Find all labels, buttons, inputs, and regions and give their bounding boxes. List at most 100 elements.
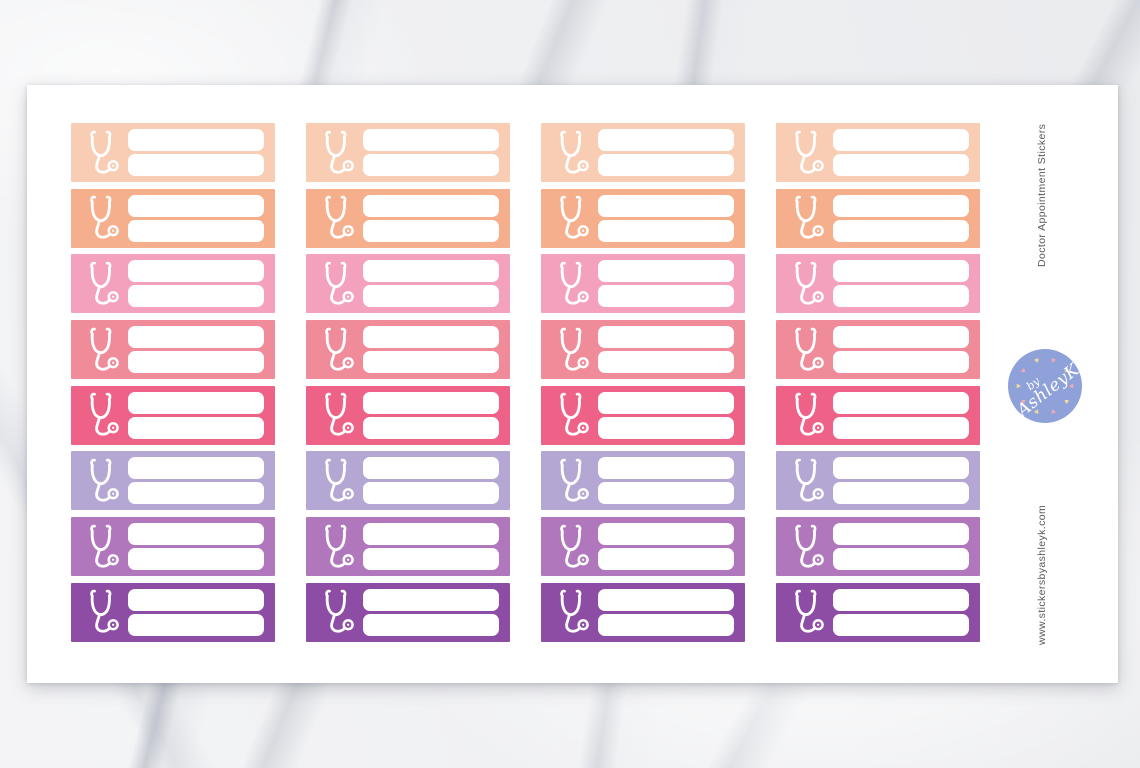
writing-line bbox=[128, 588, 264, 611]
writing-line bbox=[128, 260, 264, 283]
writing-line bbox=[833, 416, 969, 439]
writing-line bbox=[833, 194, 969, 217]
stethoscope-icon bbox=[795, 590, 824, 633]
writing-line bbox=[363, 482, 499, 505]
writing-line bbox=[598, 457, 734, 480]
writing-line bbox=[363, 326, 499, 349]
writing-line bbox=[128, 129, 264, 151]
writing-line bbox=[128, 154, 264, 176]
stethoscope-icon bbox=[325, 261, 354, 305]
writing-line bbox=[363, 129, 499, 151]
writing-line bbox=[833, 260, 969, 283]
heart-icon: ♥ bbox=[1061, 397, 1072, 407]
writing-line bbox=[833, 154, 969, 176]
heart-icon: ♥ bbox=[1018, 365, 1029, 375]
writing-lines bbox=[833, 523, 969, 571]
sticker-lavender-col2 bbox=[306, 451, 510, 511]
sticker-salmon-col3 bbox=[541, 320, 745, 380]
stethoscope-icon bbox=[795, 327, 824, 371]
stethoscope-icon bbox=[795, 392, 824, 436]
writing-line bbox=[833, 482, 969, 505]
writing-lines bbox=[833, 129, 969, 176]
writing-lines bbox=[598, 129, 734, 176]
sticker-peach-col3 bbox=[541, 188, 745, 248]
sticker-sheet: Doctor Appointment Stickers www.stickers… bbox=[27, 85, 1118, 683]
stethoscope-icon bbox=[795, 524, 824, 568]
sticker-salmon-col2 bbox=[306, 320, 510, 380]
writing-lines bbox=[833, 260, 969, 308]
sticker-orchid-col1 bbox=[71, 517, 275, 577]
website-url-vertical: www.stickersbyashleyk.com bbox=[1036, 504, 1048, 645]
stethoscope-icon bbox=[795, 458, 824, 502]
writing-lines bbox=[128, 391, 264, 439]
sticker-light-peach-col2 bbox=[306, 123, 510, 182]
writing-lines bbox=[833, 391, 969, 439]
writing-line bbox=[363, 613, 499, 636]
writing-line bbox=[598, 194, 734, 217]
stethoscope-icon bbox=[325, 195, 354, 239]
stethoscope-icon bbox=[90, 590, 119, 633]
stethoscope-icon bbox=[90, 261, 119, 305]
sticker-raspberry-col2 bbox=[306, 385, 510, 445]
stethoscope-icon bbox=[795, 261, 824, 305]
stethoscope-icon bbox=[560, 195, 589, 239]
writing-lines bbox=[128, 194, 264, 242]
sticker-light-peach-col1 bbox=[71, 123, 275, 182]
writing-line bbox=[128, 523, 264, 546]
writing-lines bbox=[363, 588, 499, 636]
writing-lines bbox=[598, 588, 734, 636]
writing-line bbox=[128, 457, 264, 480]
heart-icon: ♥ bbox=[1049, 406, 1057, 417]
writing-lines bbox=[598, 260, 734, 308]
writing-line bbox=[598, 416, 734, 439]
sticker-pink-col4 bbox=[776, 254, 980, 314]
stethoscope-icon bbox=[325, 392, 354, 436]
writing-line bbox=[598, 154, 734, 176]
writing-line bbox=[363, 285, 499, 308]
stethoscope-icon bbox=[90, 130, 119, 174]
sticker-salmon-col4 bbox=[776, 320, 980, 380]
writing-lines bbox=[833, 457, 969, 505]
writing-line bbox=[363, 548, 499, 571]
writing-lines bbox=[128, 588, 264, 636]
writing-line bbox=[128, 326, 264, 349]
writing-lines bbox=[128, 457, 264, 505]
writing-lines bbox=[363, 391, 499, 439]
writing-line bbox=[833, 219, 969, 242]
sticker-raspberry-col4 bbox=[776, 385, 980, 445]
sticker-pink-col2 bbox=[306, 254, 510, 314]
stethoscope-icon bbox=[90, 392, 119, 436]
stethoscope-icon bbox=[90, 195, 119, 239]
writing-line bbox=[128, 416, 264, 439]
writing-lines bbox=[833, 588, 969, 636]
brand-logo-badge: ♥ ♥ ♥ ♥ ♥ ♥ ♥ ♥ ♥ ♥ by AshleyK bbox=[1008, 349, 1083, 423]
writing-line bbox=[128, 194, 264, 217]
sticker-salmon-col1 bbox=[71, 320, 275, 380]
writing-lines bbox=[363, 326, 499, 374]
writing-line bbox=[833, 391, 969, 414]
writing-line bbox=[128, 285, 264, 308]
writing-line bbox=[363, 260, 499, 283]
writing-line bbox=[363, 588, 499, 611]
writing-line bbox=[598, 613, 734, 636]
writing-line bbox=[598, 482, 734, 505]
sticker-grid bbox=[71, 123, 980, 642]
writing-line bbox=[833, 326, 969, 349]
writing-lines bbox=[833, 194, 969, 242]
sticker-raspberry-col3 bbox=[541, 385, 745, 445]
sticker-light-peach-col3 bbox=[541, 123, 745, 182]
stethoscope-icon bbox=[560, 130, 589, 174]
writing-line bbox=[598, 523, 734, 546]
writing-line bbox=[598, 285, 734, 308]
stethoscope-icon bbox=[325, 524, 354, 568]
writing-line bbox=[833, 129, 969, 151]
writing-line bbox=[598, 219, 734, 242]
writing-lines bbox=[363, 523, 499, 571]
writing-line bbox=[363, 391, 499, 414]
sticker-purple-col3 bbox=[541, 582, 745, 642]
writing-line bbox=[833, 523, 969, 546]
writing-line bbox=[128, 482, 264, 505]
sticker-peach-col2 bbox=[306, 188, 510, 248]
writing-line bbox=[833, 613, 969, 636]
